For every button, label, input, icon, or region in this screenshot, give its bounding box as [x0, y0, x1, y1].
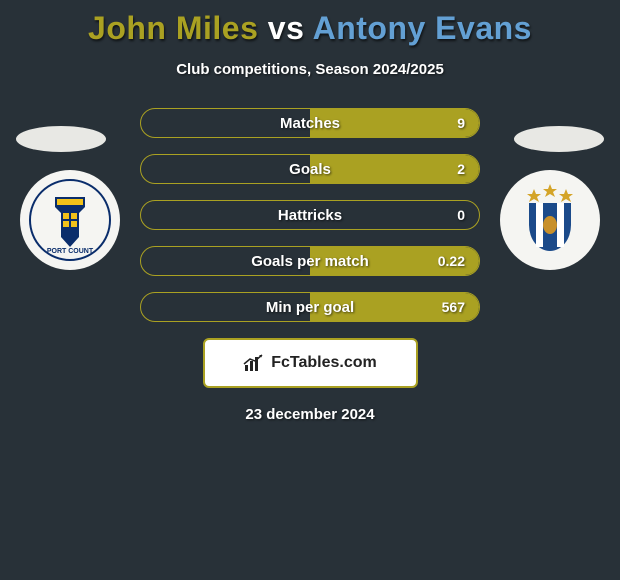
stat-value-right: 2 — [457, 161, 465, 177]
player2-ellipse — [514, 126, 604, 152]
stat-label: Hattricks — [278, 207, 342, 224]
player1-ellipse — [16, 126, 106, 152]
title-player1: John Miles — [88, 10, 258, 46]
stat-fill-right — [310, 155, 479, 183]
stat-label: Goals — [289, 161, 331, 178]
stat-label: Min per goal — [266, 299, 354, 316]
stat-value-right: 0 — [457, 207, 465, 223]
stat-row: Matches 9 — [140, 108, 480, 138]
stat-value-right: 0.22 — [438, 253, 465, 269]
stat-value-right: 9 — [457, 115, 465, 131]
huddersfield-crest-icon — [509, 179, 591, 261]
stat-value-right: 567 — [442, 299, 465, 315]
stats-container: Matches 9 Goals 2 Hattricks 0 Goals per match 0… — [140, 108, 480, 322]
player1-club-crest: PORT COUNT — [20, 170, 120, 270]
date-label: 23 december 2024 — [0, 406, 620, 423]
stat-row: Min per goal 567 — [140, 292, 480, 322]
player2-club-crest — [500, 170, 600, 270]
stat-label: Goals per match — [251, 253, 369, 270]
stat-label: Matches — [280, 115, 340, 132]
stat-row: Goals per match 0.22 — [140, 246, 480, 276]
stat-row: Goals 2 — [140, 154, 480, 184]
subtitle: Club competitions, Season 2024/2025 — [0, 61, 620, 78]
stat-row: Hattricks 0 — [140, 200, 480, 230]
chart-icon — [243, 353, 265, 373]
source-badge-text: FcTables.com — [271, 354, 377, 372]
svg-text:PORT COUNT: PORT COUNT — [47, 248, 94, 255]
page-title: John Miles vs Antony Evans — [0, 0, 620, 47]
stockport-crest-icon: PORT COUNT — [29, 179, 111, 261]
title-player2: Antony Evans — [313, 10, 532, 46]
source-badge[interactable]: FcTables.com — [203, 338, 418, 388]
title-vs: vs — [268, 10, 305, 46]
